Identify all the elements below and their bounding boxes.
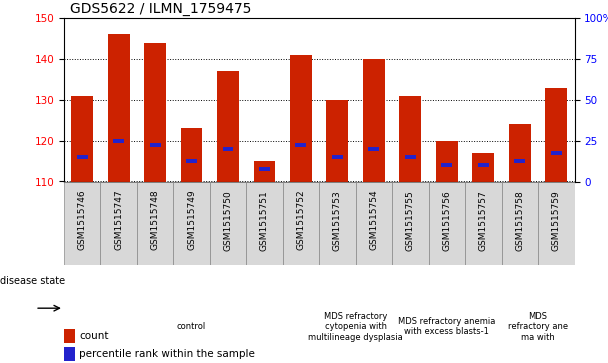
Bar (64, 182, 100, 265)
Text: MDS refractory anemia
with excess blasts-1: MDS refractory anemia with excess blasts… (398, 317, 496, 337)
Text: GSM1515758: GSM1515758 (516, 190, 524, 250)
Text: GSM1515747: GSM1515747 (114, 190, 123, 250)
Bar (137, 182, 173, 265)
Bar (295, 143, 306, 147)
Bar (150, 143, 161, 147)
Bar (356, 182, 392, 265)
Bar (502, 182, 538, 265)
Bar (429, 182, 465, 265)
Bar (405, 155, 416, 159)
Bar (478, 163, 489, 167)
Text: count: count (79, 331, 109, 341)
Bar (223, 147, 233, 151)
Bar (319, 182, 356, 265)
Text: GSM1515748: GSM1515748 (151, 190, 159, 250)
Bar (77, 155, 88, 159)
Bar (441, 163, 452, 167)
Bar (436, 141, 458, 182)
Text: GSM1515750: GSM1515750 (224, 190, 232, 250)
Text: GSM1515753: GSM1515753 (333, 190, 342, 250)
Text: GSM1515755: GSM1515755 (406, 190, 415, 250)
Text: GSM1515746: GSM1515746 (78, 190, 86, 250)
Text: GSM1515757: GSM1515757 (479, 190, 488, 250)
Bar (186, 159, 197, 163)
Bar (71, 96, 93, 182)
Bar (465, 182, 502, 265)
Bar (181, 129, 202, 182)
Bar (332, 155, 343, 159)
Text: GSM1515752: GSM1515752 (297, 190, 305, 250)
Bar (538, 182, 575, 265)
Text: GSM1515754: GSM1515754 (370, 190, 378, 250)
Bar (514, 159, 525, 163)
Text: percentile rank within the sample: percentile rank within the sample (79, 349, 255, 359)
Bar (210, 182, 246, 265)
Bar (108, 34, 130, 182)
Bar (290, 55, 312, 182)
Bar (144, 43, 166, 182)
Text: GDS5622 / ILMN_1759475: GDS5622 / ILMN_1759475 (70, 2, 251, 16)
Bar (399, 96, 421, 182)
Bar (173, 182, 210, 265)
Bar (368, 147, 379, 151)
Bar (326, 100, 348, 182)
Text: GSM1515759: GSM1515759 (552, 190, 561, 250)
Bar (254, 161, 275, 182)
Bar (545, 87, 567, 182)
Bar (392, 182, 429, 265)
Text: MDS
refractory ane
ma with: MDS refractory ane ma with (508, 312, 568, 342)
Bar (64, 347, 75, 361)
Bar (509, 124, 531, 182)
Bar (113, 139, 124, 143)
Bar (217, 71, 239, 182)
Bar (472, 153, 494, 182)
Text: disease state: disease state (0, 276, 65, 286)
Bar (64, 329, 75, 343)
Text: GSM1515756: GSM1515756 (443, 190, 451, 250)
Bar (283, 182, 319, 265)
Bar (259, 167, 270, 171)
Bar (363, 59, 385, 182)
Text: GSM1515751: GSM1515751 (260, 190, 269, 250)
Text: MDS refractory
cytopenia with
multilineage dysplasia: MDS refractory cytopenia with multilinea… (308, 312, 403, 342)
Text: GSM1515749: GSM1515749 (187, 190, 196, 250)
Text: control: control (177, 322, 206, 331)
Bar (246, 182, 283, 265)
Bar (100, 182, 137, 265)
Bar (551, 151, 562, 155)
